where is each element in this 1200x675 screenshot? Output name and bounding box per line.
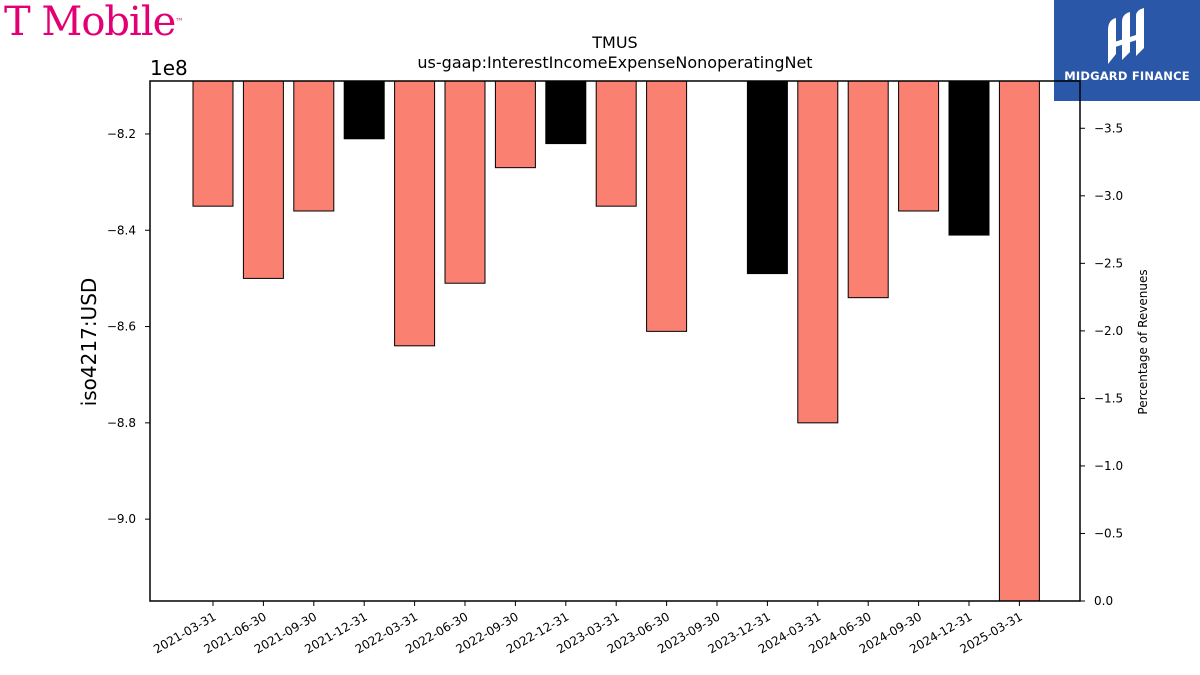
bar-2024-09-30 [898,80,940,212]
bar-2024-03-31 [797,80,839,424]
tmobile-logo-text: T Mobile [4,0,176,45]
bar-2023-06-30 [646,80,688,332]
y-right-tick-label: −3.5 [1094,121,1123,135]
midgard-logo-text: MIDGARD FINANCE [1064,69,1190,83]
bar-2024-06-30 [847,80,889,299]
bar-2021-06-30 [242,80,284,279]
bar-2022-03-31 [394,80,436,347]
chart-title: TMUS [591,33,637,52]
y-axis-label: iso4217:USD [77,278,101,407]
y-right-tick-label: −2.0 [1094,324,1123,338]
plot-frame [149,80,1081,602]
bar-2025-03-31 [998,80,1040,602]
chart-subtitle: us-gaap:InterestIncomeExpenseNonoperatin… [417,53,812,72]
y-right-tick-label: −0.5 [1094,526,1123,540]
tmobile-logo: T Mobile™ [4,0,183,45]
bar-2024-12-31 [948,80,990,236]
y-right-tick-label: −3.0 [1094,189,1123,203]
y-tick-label: −8.8 [107,416,136,430]
bar-2021-09-30 [293,80,335,212]
y-tick-label: −8.4 [107,223,136,237]
y-right-tick-label: 0.0 [1094,594,1113,608]
bar-2022-12-31 [545,80,587,145]
bar-2021-03-31 [192,80,234,207]
bar-2023-12-31 [746,80,788,275]
bar-2022-06-30 [444,80,486,284]
midgard-mark-icon [1108,8,1145,64]
y-tick-label: −9.0 [107,512,136,526]
y-axis-right-label: Percentage of Revenues [1136,269,1150,414]
bar-2023-03-31 [595,80,637,207]
y-axis-offset-label: 1e8 [150,56,188,80]
midgard-finance-logo: MIDGARD FINANCE [1054,0,1200,101]
y-tick-label: −8.2 [107,127,136,141]
y-tick-label: −8.6 [107,320,136,334]
y-right-tick-label: −1.0 [1094,459,1123,473]
y-right-tick-label: −2.5 [1094,256,1123,270]
y-right-tick-label: −1.5 [1094,391,1123,405]
bar-2022-09-30 [494,80,536,169]
bar-2021-12-31 [343,80,385,140]
